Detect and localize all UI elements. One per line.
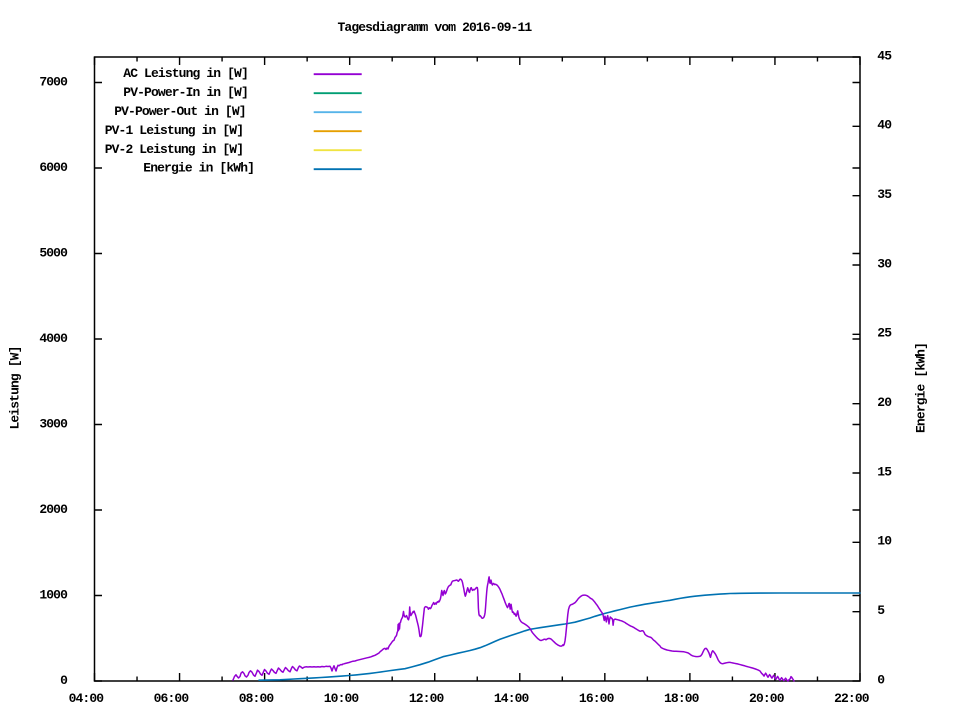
svg-text:Tagesdiagramm vom 2016-09-11: Tagesdiagramm vom 2016-09-11 [338,20,533,35]
svg-text:08:00: 08:00 [239,691,275,706]
svg-text:10:00: 10:00 [324,691,360,706]
svg-text:18:00: 18:00 [664,691,700,706]
svg-text:14:00: 14:00 [494,691,530,706]
svg-text:PV-Power-Out in [W]: PV-Power-Out in [W] [114,104,246,119]
svg-text:12:00: 12:00 [409,691,445,706]
svg-text:AC Leistung in [W]: AC Leistung in [W] [123,66,248,81]
svg-text:25: 25 [877,326,892,341]
svg-text:40: 40 [877,118,892,133]
svg-text:20:00: 20:00 [749,691,785,706]
svg-text:30: 30 [877,256,892,271]
svg-text:PV-1 Leistung in [W]: PV-1 Leistung in [W] [105,123,243,138]
svg-text:04:00: 04:00 [69,691,105,706]
svg-text:10: 10 [877,534,892,549]
svg-text:PV-2 Leistung in [W]: PV-2 Leistung in [W] [105,142,243,157]
svg-text:2000: 2000 [39,502,68,517]
svg-text:7000: 7000 [39,74,68,89]
svg-text:06:00: 06:00 [154,691,190,706]
svg-text:22:00: 22:00 [834,691,870,706]
svg-text:Energie in [kWh]: Energie in [kWh] [143,161,254,176]
svg-text:0: 0 [60,673,68,688]
svg-text:5: 5 [877,603,885,618]
svg-text:PV-Power-In in [W]: PV-Power-In in [W] [123,85,248,100]
svg-text:5000: 5000 [39,245,68,260]
svg-text:Leistung [W]: Leistung [W] [7,346,22,429]
svg-text:Energie [kWh]: Energie [kWh] [913,343,928,433]
svg-text:4000: 4000 [39,331,68,346]
svg-text:3000: 3000 [39,416,68,431]
svg-text:35: 35 [877,187,892,202]
svg-text:6000: 6000 [39,160,68,175]
svg-text:20: 20 [877,395,892,410]
svg-text:1000: 1000 [39,587,68,602]
svg-text:45: 45 [877,48,892,63]
svg-text:0: 0 [877,672,885,687]
svg-text:15: 15 [877,464,892,479]
svg-text:16:00: 16:00 [579,691,615,706]
